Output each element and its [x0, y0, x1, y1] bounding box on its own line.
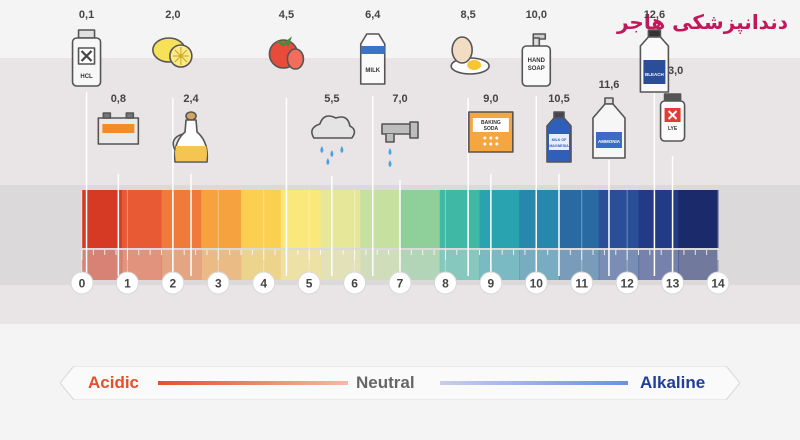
tick-circle: [343, 271, 367, 295]
leader-lines: [85, 92, 674, 276]
tick-circle: [388, 271, 412, 295]
color-segment: [400, 190, 441, 248]
color-segment: [439, 190, 481, 248]
tick-circle: [570, 271, 594, 295]
car-battery-icon: [97, 112, 140, 145]
color-segment: [598, 190, 640, 248]
ph-value-label: 10,5: [548, 93, 569, 105]
tick-labels: 0 1 2 3 4 5 6 7 8 9 10 11 12 13 14: [70, 190, 730, 295]
svg-text:SOAP: SOAP: [528, 66, 545, 72]
color-segment: [479, 190, 520, 248]
ph-value-label: 2,0: [165, 9, 180, 21]
ph-value-label: 10,0: [526, 9, 547, 21]
ph-value-label: 9,0: [483, 93, 498, 105]
ph-value-labels: 0,1 0,8 2,0 2,4 4,5 5,5 6,4 7,0 8,5 9,0 10,0 10,5 11…: [79, 9, 683, 105]
lye-jar-icon: LYE: [659, 93, 686, 142]
tick-label: 12: [620, 277, 634, 291]
tick-label: 5: [306, 277, 313, 291]
tick-label: 4: [260, 277, 267, 291]
color-segment: [241, 190, 282, 248]
color-segment: [678, 190, 719, 248]
acidic-label: Acidic: [88, 373, 140, 392]
tick-circle: [252, 271, 276, 295]
svg-text:BAKING: BAKING: [481, 120, 501, 126]
ph-value-label: 11,6: [599, 79, 620, 91]
hand-soap-icon: HAND SOAP: [521, 33, 552, 87]
tomato-icon: [268, 36, 305, 70]
tick-circle: [70, 271, 94, 295]
svg-text:LYE: LYE: [668, 126, 678, 132]
ph-value-label: 0,8: [111, 93, 126, 105]
svg-text:BLEACH: BLEACH: [645, 72, 664, 77]
tick-label: 13: [666, 277, 680, 291]
tick-circle: [524, 271, 548, 295]
ph-value-label: 12,6: [644, 9, 665, 21]
watermark: دندانپزشکی هاجر: [616, 10, 788, 34]
tick-label: 14: [711, 277, 725, 291]
color-segment: [121, 190, 163, 248]
svg-text:HAND: HAND: [528, 58, 546, 64]
color-segment: [519, 190, 560, 248]
tick-label: 2: [170, 277, 177, 291]
tick-circle: [433, 271, 457, 295]
tick-label: 1: [124, 277, 131, 291]
tick-label: 9: [488, 277, 495, 291]
ph-value-label: 2,4: [183, 93, 199, 105]
svg-text:MILK: MILK: [365, 68, 380, 74]
ph-value-label: 5,5: [324, 93, 339, 105]
color-segment: [280, 190, 322, 248]
color-segment: [201, 190, 242, 248]
color-segment: [320, 190, 361, 248]
tick-circle: [206, 271, 230, 295]
ph-value-label: 4,5: [279, 9, 294, 21]
svg-text:AMMONIA: AMMONIA: [598, 139, 621, 144]
color-segment: [559, 190, 600, 248]
color-segment: [161, 190, 202, 248]
tick-circle: [115, 271, 139, 295]
magnesia-bottle-icon: MILK OF MAGNESIA: [546, 111, 572, 163]
tick-circle: [661, 271, 685, 295]
ph-value-label: 0,1: [79, 9, 94, 21]
tick-label: 7: [397, 277, 404, 291]
rain-cloud-icon: [311, 115, 356, 165]
color-segment: [82, 190, 123, 248]
tick-circle: [706, 271, 730, 295]
neutral-label: Neutral: [356, 373, 415, 392]
milk-carton-icon: MILK: [359, 33, 386, 85]
vinegar-jug-icon: [172, 111, 209, 163]
tick-label: 10: [530, 277, 544, 291]
svg-text:MAGNESIA: MAGNESIA: [549, 144, 569, 148]
tick-circle: [297, 271, 321, 295]
hcl-bottle-icon: HCL: [71, 29, 102, 87]
tick-circle: [615, 271, 639, 295]
tick-label: 6: [351, 277, 358, 291]
ammonia-bottle-icon: AMMONIA: [592, 97, 626, 159]
tick-label: 0: [79, 277, 86, 291]
svg-text:HCL: HCL: [80, 74, 93, 80]
color-bar: [82, 190, 719, 248]
ph-value-label: 6,4: [365, 9, 381, 21]
alkaline-label: Alkaline: [640, 373, 706, 392]
tick-label: 8: [442, 277, 449, 291]
lemon-icon: [152, 37, 193, 68]
svg-text:MILK OF: MILK OF: [552, 138, 568, 142]
color-segment: [360, 190, 401, 248]
tick-label: 3: [215, 277, 222, 291]
egg-icon: [450, 36, 490, 75]
acid-alkaline-legend: Acidic Neutral Alkaline: [60, 366, 740, 400]
tick-circle: [479, 271, 503, 295]
tick-circle: [161, 271, 185, 295]
tick-label: 11: [575, 277, 588, 291]
ph-value-label: 8,5: [460, 9, 475, 21]
ph-value-label: 7,0: [392, 93, 407, 105]
water-tap-icon: [381, 121, 419, 167]
bleach-bottle-icon: BLEACH: [639, 29, 670, 93]
svg-text:SODA: SODA: [484, 126, 499, 132]
